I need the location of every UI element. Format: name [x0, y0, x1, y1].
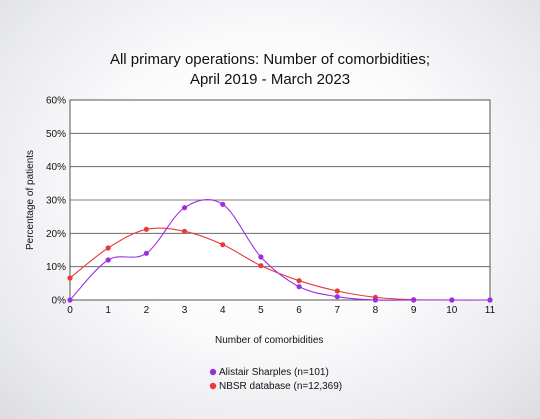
x-tick-label: 9: [411, 305, 417, 316]
data-point-alistair: [67, 297, 73, 303]
legend: Alistair Sharples (n=101) NBSR database …: [209, 367, 342, 392]
data-point-alistair: [411, 297, 417, 303]
x-axis-label: Number of comorbidities: [215, 335, 323, 346]
data-point-alistair: [181, 205, 188, 211]
x-tick-label: 8: [373, 305, 379, 316]
data-point-alistair: [258, 254, 264, 260]
y-tick-label: 10%: [46, 262, 66, 273]
data-point-nbsr: [258, 263, 264, 269]
x-tick-label: 4: [220, 305, 226, 316]
data-point-alistair: [372, 297, 379, 303]
data-point-alistair: [487, 297, 493, 303]
x-tick-label: 3: [182, 305, 188, 316]
data-point-alistair: [143, 250, 149, 256]
data-point-alistair: [105, 257, 111, 263]
data-point-alistair: [334, 294, 340, 300]
data-point-nbsr: [296, 278, 302, 284]
x-tick-label: 10: [446, 305, 458, 316]
legend-label-alistair: Alistair Sharples (n=101): [219, 367, 329, 378]
data-point-nbsr: [143, 226, 149, 232]
data-point-nbsr: [105, 245, 111, 251]
data-point-nbsr: [67, 275, 73, 281]
legend-marker-alistair: [209, 368, 217, 376]
x-tick-label: 2: [144, 305, 150, 316]
gridlines: [70, 132, 490, 268]
y-tick-label: 30%: [46, 196, 66, 207]
x-tick-label: 6: [296, 305, 302, 316]
y-tick-label: 50%: [46, 129, 66, 140]
legend-marker-nbsr: [209, 382, 217, 390]
x-tick-label: 1: [105, 305, 111, 316]
series-lines: [67, 199, 493, 303]
data-point-nbsr: [181, 228, 188, 234]
x-tick-label: 5: [258, 305, 264, 316]
data-point-alistair: [220, 201, 226, 207]
legend-label-nbsr: NBSR database (n=12,369): [219, 381, 342, 392]
data-point-nbsr: [334, 288, 340, 294]
y-tick-label: 0%: [52, 296, 67, 307]
x-tick-label: 11: [485, 305, 496, 316]
data-point-alistair: [296, 284, 302, 290]
y-tick-label: 60%: [46, 96, 66, 107]
x-tick-label: 7: [334, 305, 340, 316]
chart-title-line-2: April 2019 - March 2023: [190, 71, 350, 88]
y-tick-label: 40%: [46, 162, 66, 173]
data-point-alistair: [449, 297, 455, 303]
x-tick-label: 0: [67, 305, 73, 316]
y-tick-label: 20%: [46, 229, 66, 240]
y-axis-label: Percentage of patients: [25, 150, 36, 250]
tick-labels: 0% 10% 20% 30% 40% 50% 60% 0 1 2 3 4 5 6 7 8 9 10 11: [46, 96, 496, 317]
data-point-nbsr: [220, 242, 226, 248]
chart-title-line-1: All primary operations: Number of comorb…: [110, 51, 430, 68]
